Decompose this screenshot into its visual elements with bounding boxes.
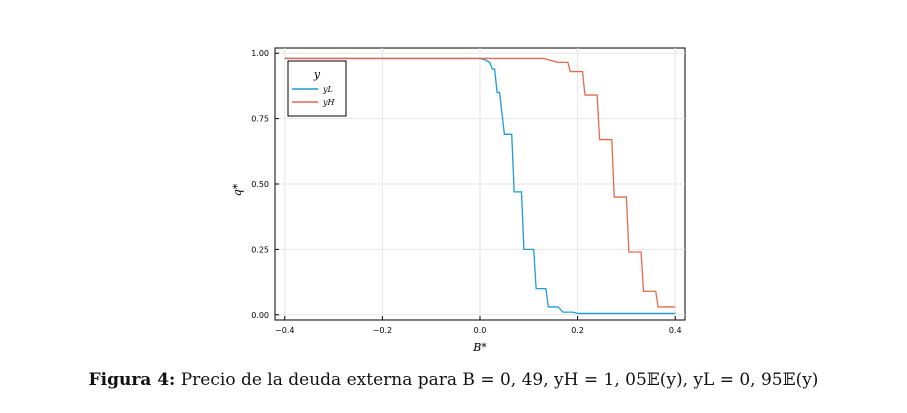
legend: y yL yH [287, 60, 347, 117]
legend-label-yL: yL [322, 85, 333, 94]
caption-label: Figura 4: [88, 370, 176, 390]
grid [275, 48, 685, 320]
x-axis-title: B* [472, 341, 487, 354]
caption-text: Precio de la deuda externa para B = 0, 4… [180, 370, 819, 390]
figure-caption: Figura 4: Precio de la deuda externa par… [0, 370, 907, 390]
series-group [284, 57, 676, 315]
series-line-yH [284, 57, 676, 308]
y-axis-title: q* [231, 183, 244, 196]
legend-title: y [313, 68, 321, 81]
axis-ticks: −0.4 −0.2 0.0 0.2 0.4 0.00 0.25 0.50 0.75 1.00 [251, 49, 681, 335]
x-tick-label: −0.2 [373, 326, 392, 335]
x-tick-label: 0.4 [669, 326, 682, 335]
y-tick-label: 0.25 [251, 245, 269, 254]
legend-label-yH: yH [322, 98, 336, 107]
series-line-yL [284, 57, 676, 315]
x-tick-label: −0.4 [275, 326, 294, 335]
y-tick-label: 0.00 [251, 311, 269, 320]
x-tick-label: 0.2 [571, 326, 584, 335]
x-tick-label: 0.0 [474, 326, 487, 335]
y-tick-label: 1.00 [251, 49, 269, 58]
y-tick-label: 0.75 [251, 115, 269, 124]
chart: −0.4 −0.2 0.0 0.2 0.4 0.00 0.25 0.50 0.75 1.00 B*… [231, 47, 686, 354]
y-tick-label: 0.50 [251, 180, 269, 189]
